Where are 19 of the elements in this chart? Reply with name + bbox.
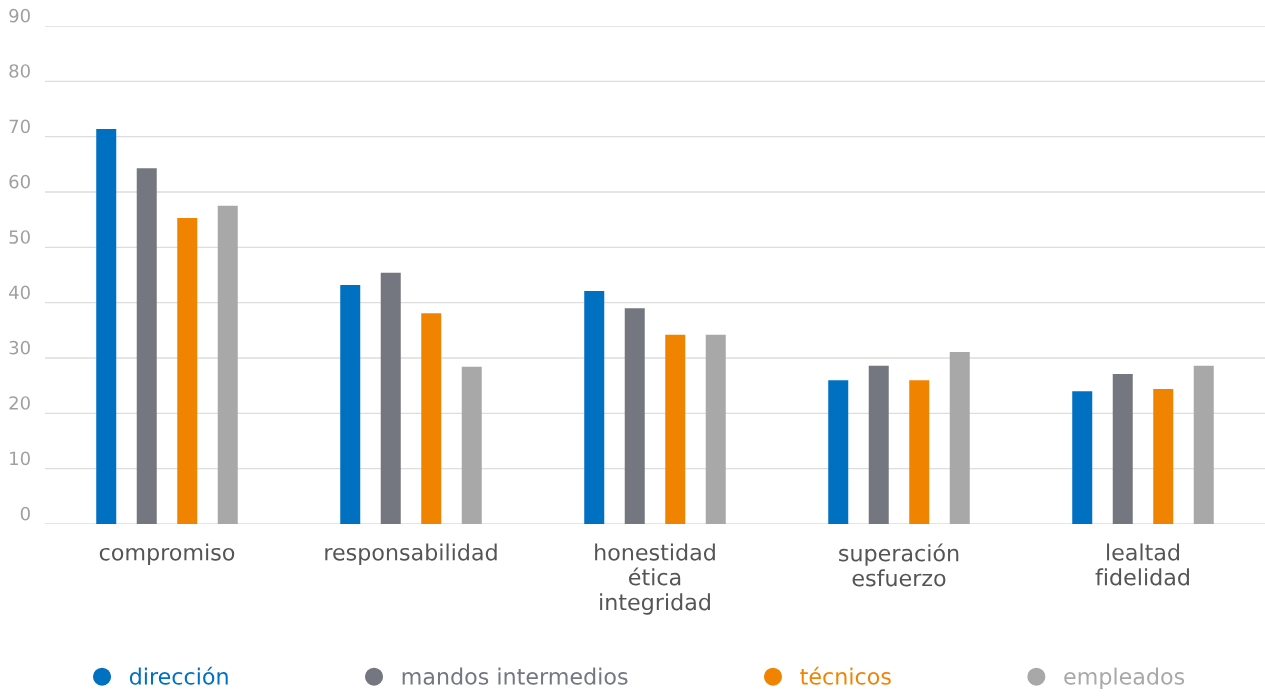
y-tick-label: 10 <box>10 451 30 466</box>
y-tick-label: 50 <box>9 230 30 244</box>
y-tick-label: 40 <box>9 285 30 300</box>
legend-label: empleados <box>1064 667 1185 690</box>
y-tick-label: 20 <box>9 396 30 410</box>
x-tick-label: responsabilidad <box>325 543 497 565</box>
y-tick-label: 90 <box>9 8 30 23</box>
y-tick-label: 80 <box>9 64 30 78</box>
y-tick-label: 30 <box>9 340 30 355</box>
x-tick-label: honestidad ética integridad <box>595 543 715 615</box>
legend-label: técnicos <box>800 666 891 685</box>
x-tick-label: superación esfuerzo <box>839 543 959 587</box>
y-tick-label: 60 <box>9 174 30 189</box>
x-tick-label: compromiso <box>99 543 235 565</box>
x-tick-label: lealtad fidelidad <box>1095 543 1189 586</box>
legend-label: dirección <box>129 666 228 685</box>
y-tick-label: 70 <box>9 119 30 134</box>
y-tick-label: 0 <box>20 506 30 521</box>
legend-label: mandos intermedios <box>402 667 628 685</box>
